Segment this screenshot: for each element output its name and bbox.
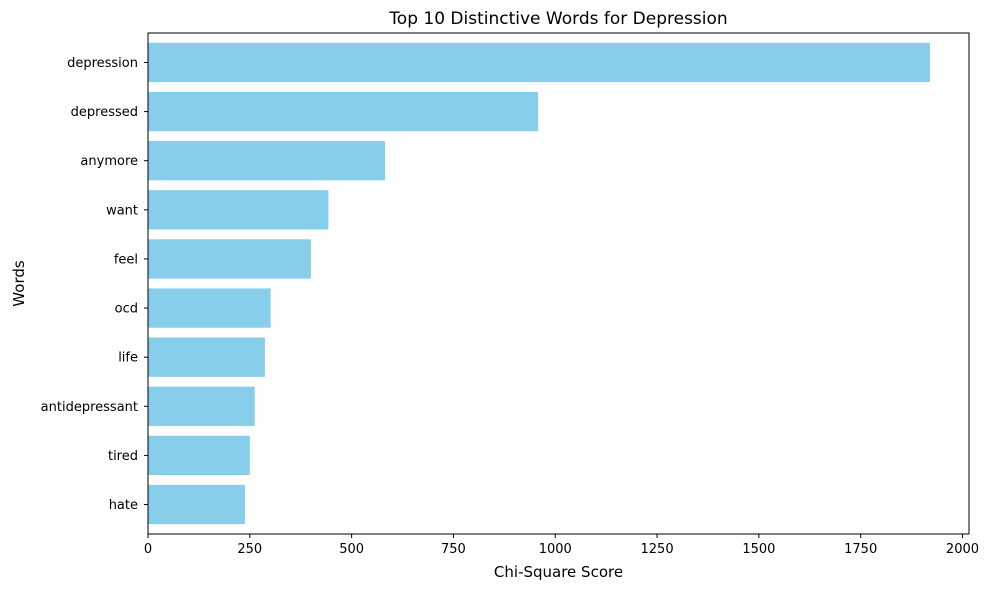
chart-title: Top 10 Distinctive Words for Depression (388, 9, 727, 29)
plot-frame (147, 32, 970, 535)
bar-life (148, 337, 265, 377)
y-axis-label: Words (10, 260, 28, 307)
ticks-layer: depression depressed anymore want feel ocd lif… (41, 56, 979, 557)
bar-anymore (148, 141, 386, 181)
x-tick-label: 0 (144, 542, 152, 557)
bar-feel (148, 239, 311, 279)
bar-antidepressant (148, 386, 255, 426)
y-tick-label: depression (67, 56, 138, 71)
y-tick-label: depressed (71, 105, 138, 120)
bar-want (148, 190, 329, 230)
y-tick-label: ocd (115, 302, 138, 317)
bars-layer (148, 42, 930, 525)
y-tick-label: feel (114, 252, 138, 267)
bar-hate (148, 484, 245, 525)
y-tick-label: antidepressant (41, 400, 138, 415)
y-tick-label: want (106, 203, 138, 218)
y-tick-label: hate (109, 498, 138, 513)
x-tick-label: 1750 (844, 542, 877, 557)
x-tick-label: 1000 (539, 542, 572, 557)
bar-tired (148, 435, 250, 476)
x-tick-label: 750 (441, 542, 466, 557)
x-tick-label: 2000 (946, 542, 979, 557)
x-tick-label: 500 (339, 542, 364, 557)
y-tick-label: anymore (80, 154, 138, 169)
x-tick-label: 1250 (641, 542, 674, 557)
bar-ocd (148, 288, 271, 328)
y-tick-label: tired (108, 449, 138, 464)
x-axis-label: Chi-Square Score (494, 563, 623, 581)
bar-depression (148, 42, 930, 83)
bar-depressed (148, 91, 539, 132)
x-tick-label: 250 (237, 542, 262, 557)
y-tick-label: life (118, 351, 138, 366)
x-tick-label: 1500 (742, 542, 775, 557)
